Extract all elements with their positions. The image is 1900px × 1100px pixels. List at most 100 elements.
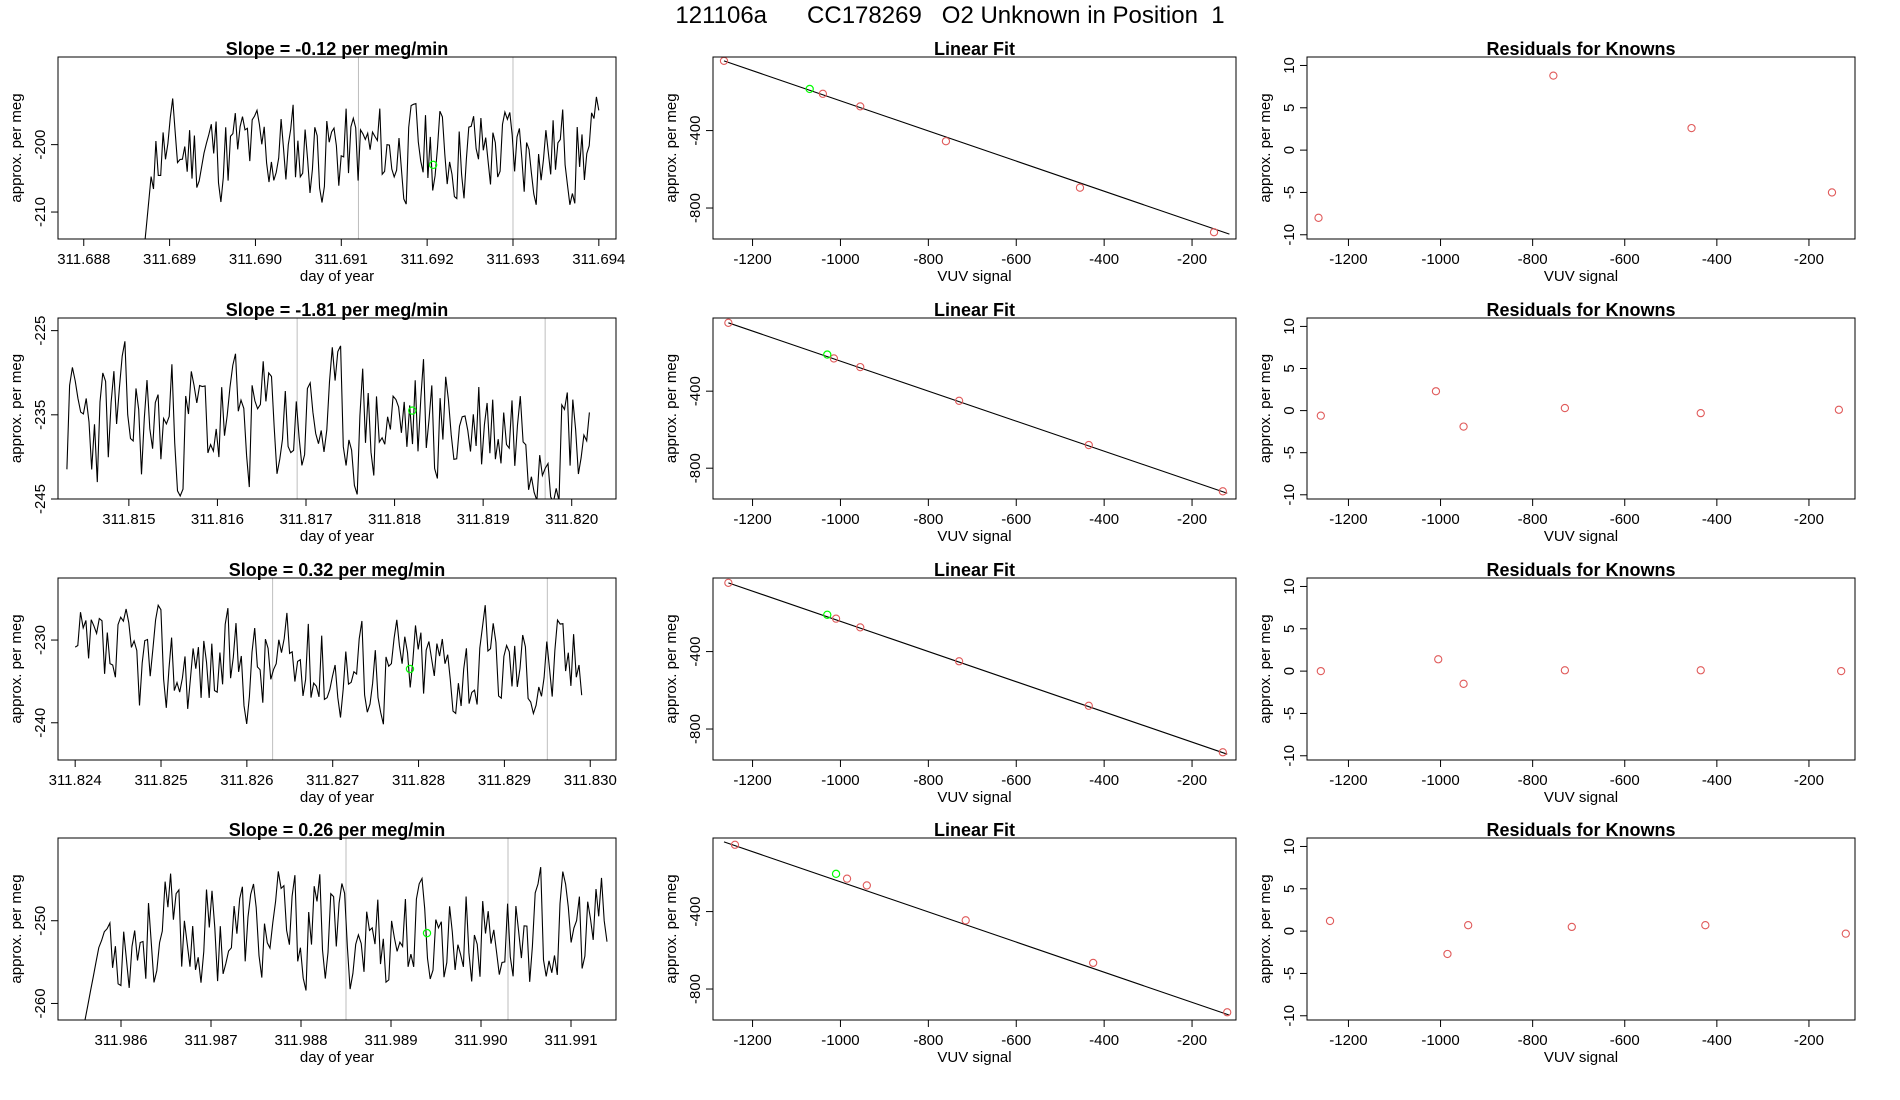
panel-title: Slope = 0.26 per meg/min xyxy=(229,820,446,840)
x-tick-label: -400 xyxy=(1089,511,1119,528)
data-point xyxy=(1567,922,1576,932)
data-point xyxy=(1084,701,1093,710)
x-axis-label: VUV signal xyxy=(1544,268,1618,285)
panel-title: Linear Fit xyxy=(934,560,1015,580)
y-tick-label: -240 xyxy=(32,708,49,738)
plot-area xyxy=(724,578,1228,757)
data-point xyxy=(1549,71,1558,80)
data-point xyxy=(1075,183,1085,192)
panel-title: Linear Fit xyxy=(934,820,1015,840)
x-tick-label: -1000 xyxy=(1421,1032,1459,1049)
data-point xyxy=(1560,403,1570,413)
x-axis-label: day of year xyxy=(300,528,374,545)
plot-area xyxy=(1316,655,1846,688)
y-axis-label: approx. per meg xyxy=(8,874,25,983)
x-tick-label: 311.830 xyxy=(564,772,617,789)
plot-area xyxy=(723,840,1232,1017)
x-tick-label: -1200 xyxy=(733,251,771,268)
plot-area xyxy=(74,578,583,760)
y-tick-label: 10 xyxy=(1281,838,1298,855)
x-tick-label: -1200 xyxy=(1329,511,1367,528)
x-tick-label: 311.826 xyxy=(220,772,273,789)
figure-title: 121106a CC178269 O2 Unknown in Position … xyxy=(675,2,1225,29)
y-tick-label: -800 xyxy=(687,974,704,1004)
highlight-point xyxy=(422,928,432,938)
y-tick-label: -10 xyxy=(1281,745,1298,767)
x-tick-label: 311.825 xyxy=(134,772,187,789)
data-point xyxy=(1434,655,1443,664)
x-tick-label: 311.688 xyxy=(57,251,110,268)
highlight-point xyxy=(823,350,832,359)
chart-fit-4: -1200 -1000 -800 -600 -400 -200 -400 -800 Linear… xyxy=(663,820,1237,1066)
plot-frame xyxy=(57,837,617,1021)
y-axis-label: approx. per meg xyxy=(1257,874,1274,983)
x-tick-label: 311.990 xyxy=(454,1032,507,1049)
y-tick-label: -400 xyxy=(687,376,704,406)
x-tick-label: -1200 xyxy=(1329,1032,1367,1049)
x-tick-label: -400 xyxy=(1702,511,1732,528)
x-tick-label: -800 xyxy=(1518,772,1548,789)
y-tick-label: -10 xyxy=(1281,224,1298,246)
x-tick-label: -1000 xyxy=(821,1032,859,1049)
x-axis-label: VUV signal xyxy=(937,528,1011,545)
x-tick-label: -200 xyxy=(1177,772,1207,789)
x-tick-label: 311.986 xyxy=(94,1032,147,1049)
x-tick-label: 311.689 xyxy=(143,251,196,268)
x-tick-label: 311.829 xyxy=(478,772,531,789)
y-tick-label: -250 xyxy=(32,906,49,936)
y-axis-label: approx. per meg xyxy=(8,354,25,463)
plot-frame xyxy=(1306,837,1856,1021)
x-tick-label: 311.820 xyxy=(545,511,598,528)
panel-title: Linear Fit xyxy=(934,39,1015,59)
data-point xyxy=(1431,387,1441,396)
data-point xyxy=(1827,188,1837,197)
data-point xyxy=(1701,921,1710,930)
data-point xyxy=(1084,440,1093,450)
data-point xyxy=(1560,666,1570,675)
panel-title: Linear Fit xyxy=(934,300,1015,320)
y-tick-label: -260 xyxy=(32,988,49,1018)
x-tick-label: -400 xyxy=(1089,1032,1119,1049)
x-axis-label: VUV signal xyxy=(937,268,1011,285)
x-tick-label: -400 xyxy=(1089,772,1119,789)
x-axis-label: VUV signal xyxy=(1544,789,1618,806)
x-tick-label: -800 xyxy=(1518,251,1548,268)
x-axis-label: VUV signal xyxy=(937,1049,1011,1066)
plot-frame xyxy=(712,56,1237,240)
y-tick-label: -5 xyxy=(1281,446,1298,459)
y-tick-label: 0 xyxy=(1281,406,1298,414)
y-axis-label: approx. per meg xyxy=(663,93,680,202)
x-axis-label: day of year xyxy=(300,268,374,285)
x-axis-label: VUV signal xyxy=(937,789,1011,806)
fit-line xyxy=(728,322,1228,494)
panel-title: Slope = -0.12 per meg/min xyxy=(226,39,449,59)
x-axis-label: day of year xyxy=(300,1049,374,1066)
plot-frame xyxy=(1306,577,1856,761)
x-tick-label: -800 xyxy=(1518,511,1548,528)
panel-title: Residuals for Knowns xyxy=(1486,300,1675,320)
y-tick-label: -10 xyxy=(1281,484,1298,506)
series-line xyxy=(66,341,590,499)
highlight-point xyxy=(823,610,832,619)
highlight-point xyxy=(405,664,415,674)
y-tick-label: 10 xyxy=(1281,578,1298,595)
x-tick-label: -400 xyxy=(1702,772,1732,789)
x-tick-label: 311.989 xyxy=(364,1032,417,1049)
series-line xyxy=(144,96,600,239)
x-tick-label: -1200 xyxy=(733,511,771,528)
y-axis-label: approx. per meg xyxy=(663,614,680,723)
chart-ts-1: 311.688 311.689 311.690 311.691 311.692 311.6… xyxy=(8,39,625,285)
x-tick-label: -200 xyxy=(1177,511,1207,528)
x-axis-label: VUV signal xyxy=(1544,528,1618,545)
data-point xyxy=(1443,949,1452,959)
x-tick-label: -600 xyxy=(1610,772,1640,789)
panel-title: Residuals for Knowns xyxy=(1486,39,1675,59)
x-tick-label: 311.988 xyxy=(274,1032,327,1049)
data-point xyxy=(724,318,733,327)
x-tick-label: -600 xyxy=(1001,511,1031,528)
series-line xyxy=(84,867,608,1020)
y-tick-label: -800 xyxy=(687,453,704,483)
data-point xyxy=(1459,422,1468,431)
y-tick-label: -5 xyxy=(1281,967,1298,980)
y-tick-label: 0 xyxy=(1281,927,1298,935)
